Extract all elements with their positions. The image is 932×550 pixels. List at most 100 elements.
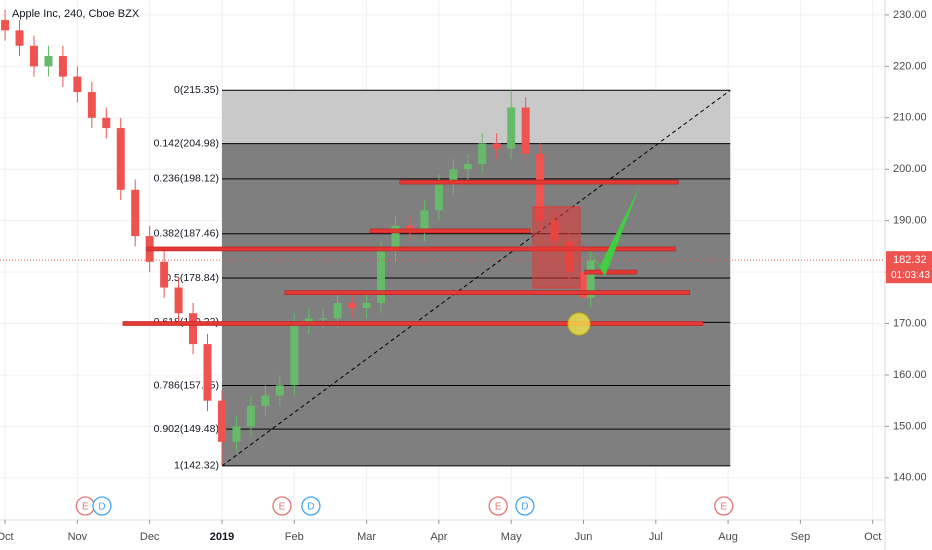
event-label: E [495, 502, 502, 513]
y-tick-label: 160.00 [893, 369, 927, 381]
candle-body [319, 318, 328, 320]
x-tick-label: Apr [430, 531, 447, 543]
candle-body [377, 251, 386, 303]
x-tick-label: Nov [68, 531, 88, 543]
drawn-level [122, 321, 704, 326]
fib-label: 0.902(149.48) [154, 423, 219, 435]
highlight-box [532, 206, 581, 289]
event-badge [488, 496, 508, 516]
drawn-level [284, 290, 691, 295]
y-tick-label: 150.00 [893, 420, 927, 432]
y-tick-label: 140.00 [893, 472, 927, 484]
countdown-label: 01:03:43 [891, 270, 930, 281]
y-tick-label: 220.00 [893, 60, 927, 72]
candle-body [391, 225, 400, 252]
candle-body [29, 45, 38, 67]
x-tick-label: Oct [864, 531, 881, 543]
event-badge [714, 496, 734, 516]
fib-label: 0.236(198.12) [154, 173, 219, 185]
event-label: E [279, 502, 286, 513]
candle-body [579, 272, 588, 298]
candle-body [232, 426, 241, 442]
candle-body [348, 302, 357, 309]
candle-body [1, 20, 10, 31]
candle-body [217, 400, 226, 442]
candle-body [362, 302, 371, 309]
fib-zone [221, 233, 731, 279]
event-label: D [98, 502, 105, 513]
candle-body [44, 56, 53, 67]
last-price-label: 182.32 [893, 254, 927, 266]
candle-body [116, 128, 125, 190]
y-tick-label: 200.00 [893, 163, 927, 175]
candle-body [174, 287, 183, 314]
fib-trend-line [221, 89, 731, 467]
x-tick-label: Aug [718, 531, 738, 543]
event-badge [515, 496, 535, 516]
x-tick-label: May [501, 531, 522, 543]
y-tick-label: 170.00 [893, 317, 927, 329]
candle-body [463, 164, 472, 170]
fib-zone [221, 385, 731, 430]
candle-body [261, 395, 270, 406]
candle-body [333, 302, 342, 319]
x-tick-label: Mar [357, 531, 376, 543]
candle-body [420, 210, 429, 231]
event-badge [92, 496, 112, 516]
event-badge [272, 496, 292, 516]
event-label: D [307, 502, 314, 513]
fib-zone [221, 178, 731, 234]
event-label: D [521, 502, 528, 513]
candle-body [73, 76, 82, 93]
fib-zone [221, 278, 731, 323]
fib-zone [221, 143, 731, 179]
x-tick-label: 2019 [210, 531, 234, 543]
candle-body [536, 153, 545, 221]
candle-body [189, 313, 198, 345]
candle-body [586, 260, 595, 298]
candle-body [521, 107, 530, 154]
drawn-level [399, 179, 679, 185]
y-tick-label: 230.00 [893, 9, 927, 21]
event-badge [301, 496, 321, 516]
fib-label: 0.786(157.95) [154, 379, 219, 391]
fib-label: 0.382(187.46) [154, 227, 219, 239]
x-tick-label: Dec [140, 531, 160, 543]
fib-zone [221, 429, 731, 466]
candle-body [492, 143, 501, 149]
candle-body [434, 184, 443, 211]
candle-body [87, 92, 96, 118]
x-tick-label: Jun [575, 531, 593, 543]
candle-body [160, 261, 169, 288]
x-axis-panel [0, 520, 932, 550]
candle-body [449, 169, 458, 185]
fib-label: 0.5(178.84) [165, 272, 219, 284]
candle-body [275, 385, 284, 396]
candle-body [246, 405, 255, 427]
fib-zone [221, 90, 731, 144]
drawn-level [146, 246, 676, 252]
candle-body [203, 344, 212, 401]
fib-label: 0.142(204.98) [154, 137, 219, 149]
fib-zone [221, 322, 731, 386]
drawings [0, 179, 885, 326]
fibonacci-retracement: 0(215.35) 0.142(204.98) 0.236(198.12) 0.382… [154, 84, 731, 472]
y-tick-label: 190.00 [893, 215, 927, 227]
candle-body [507, 107, 516, 149]
candle-body [58, 56, 67, 77]
candle-body [102, 117, 111, 129]
candle-body [290, 323, 299, 386]
x-tick-label: Feb [285, 531, 304, 543]
event-label: E [82, 502, 89, 513]
x-tick-label: Jul [649, 531, 663, 543]
candle-body [405, 225, 414, 231]
event-label: E [720, 502, 727, 513]
fib-label: 0(215.35) [174, 84, 219, 96]
x-tick-label: Sep [791, 531, 811, 543]
chart-title: Apple Inc, 240, Cboe BZX [12, 8, 140, 20]
x-tick-label: Oct [0, 531, 14, 543]
highlight-circle [567, 312, 591, 336]
